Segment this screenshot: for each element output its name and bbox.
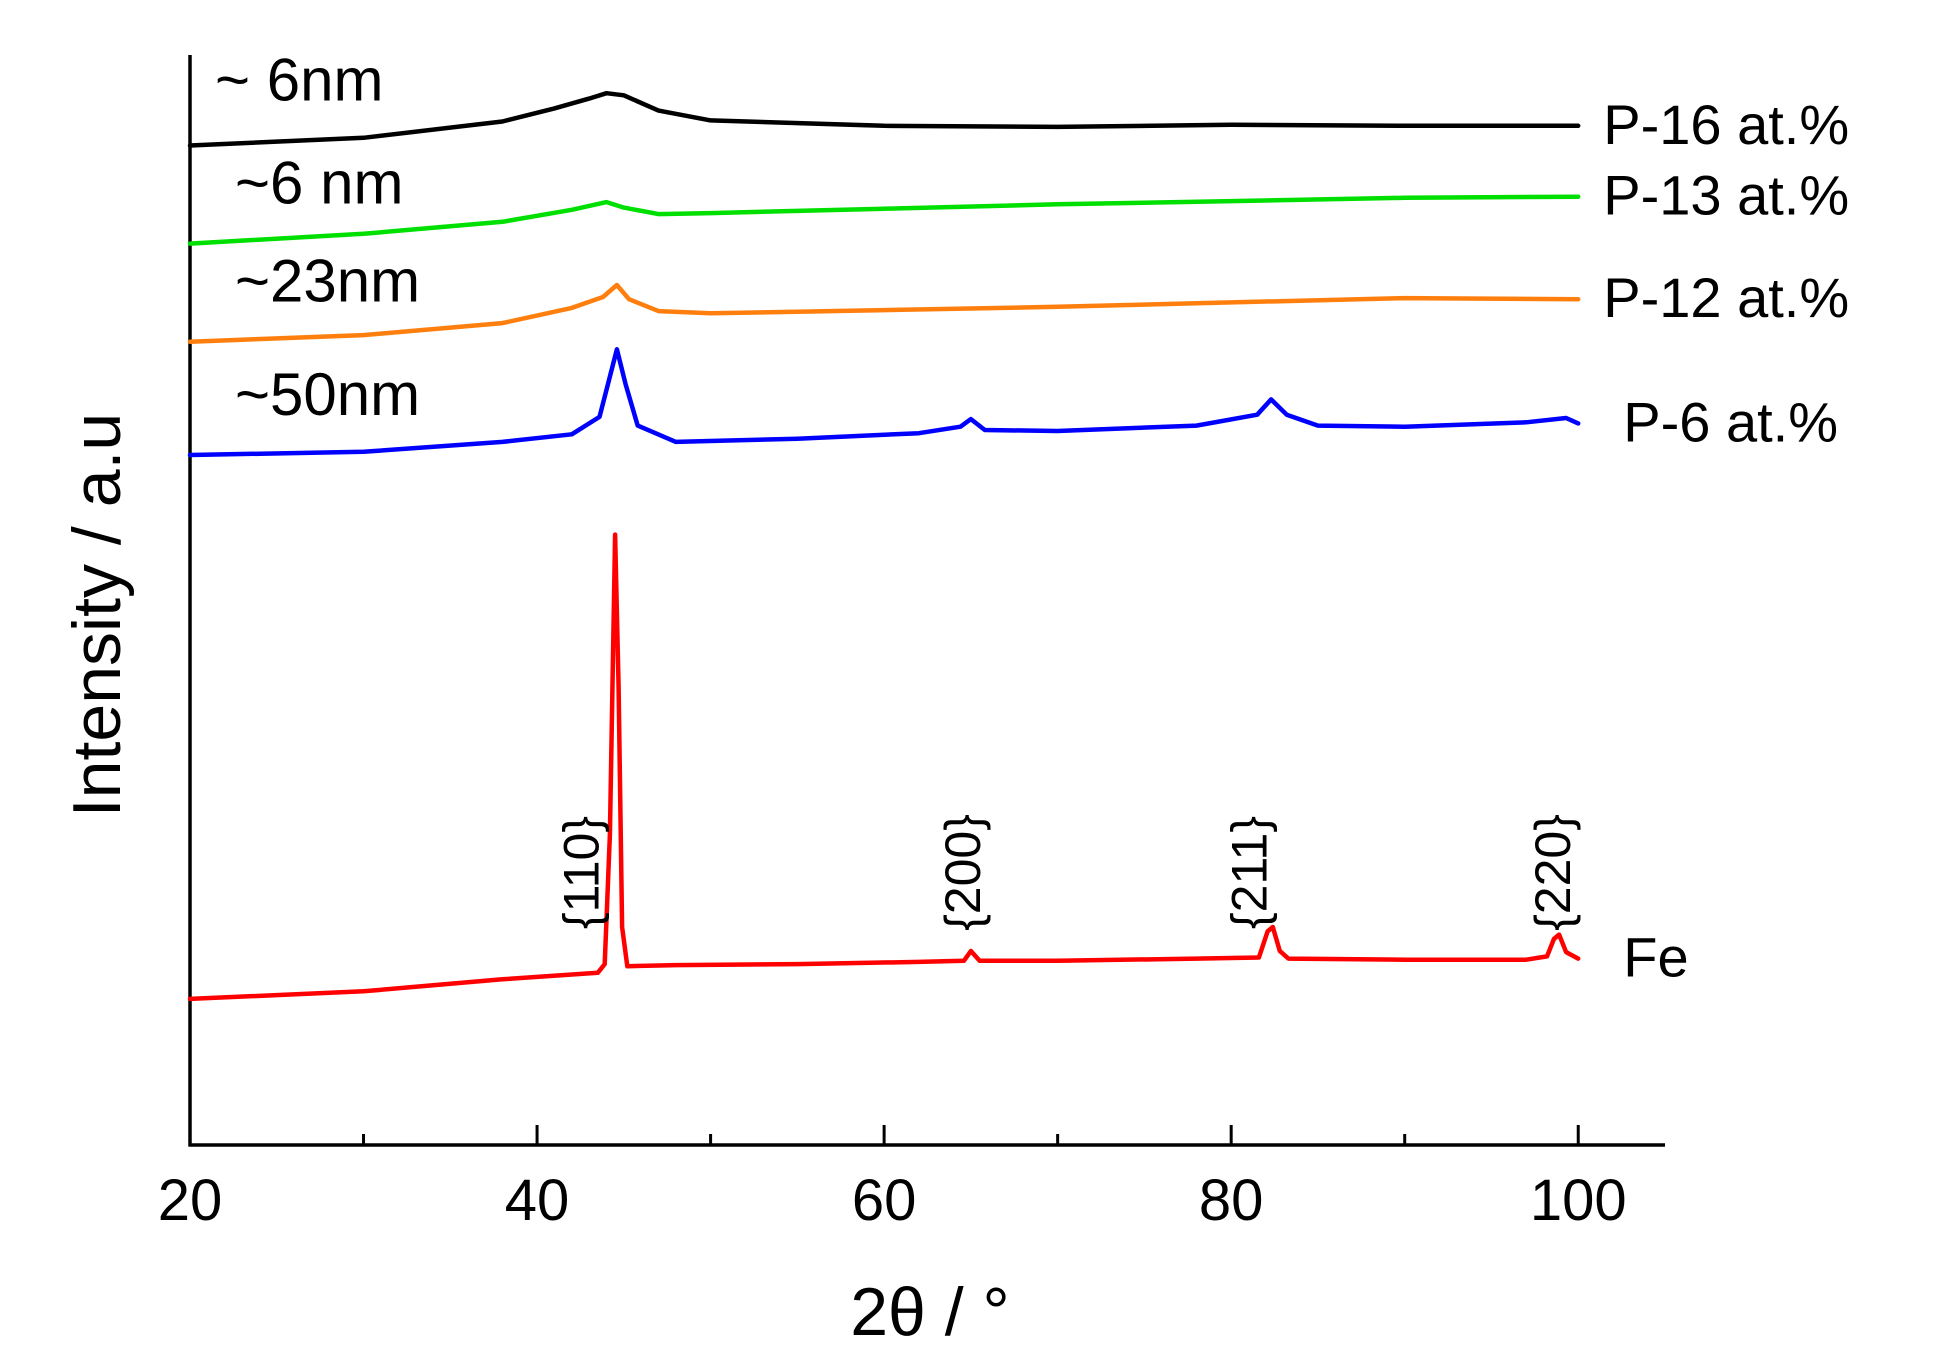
series-line-p-16-at [187,90,1581,148]
size-labels-group: ~ 6nm ~6 nm ~23nm ~50nm [215,46,420,428]
x-tick-label-20: 20 [158,1168,223,1233]
size-label-p-13-at: ~6 nm [235,150,403,217]
series-label-p-13-at: P-13 at.% [1603,164,1849,227]
size-label-p-16-at: ~ 6nm [215,46,383,113]
x-axis-title: 2θ / ° [850,1274,1010,1350]
series-line-p-12-at [187,282,1581,344]
x-tick-label-80: 80 [1199,1168,1264,1233]
axes [188,55,1665,1147]
series-label-p-12-at: P-12 at.% [1603,266,1849,329]
miller-label-110: {110} [553,816,609,929]
tick-marks [188,1125,1580,1145]
x-tick-label-100: 100 [1530,1168,1627,1233]
series-label-p-6-at: P-6 at.% [1623,390,1838,453]
series-line-p-13-at [187,194,1581,246]
size-label-p-12-at: ~23nm [235,248,420,315]
series-labels-group: P-16 at.% P-13 at.% P-12 at.% P-6 at.% Fe [1603,93,1849,989]
miller-label-211: {211} [1222,816,1278,929]
x-tick-label-40: 40 [505,1168,570,1233]
series-label-p-16-at: P-16 at.% [1603,93,1849,156]
size-label-p-6-at: ~50nm [235,361,420,428]
tick-labels: 20 40 60 80 100 [158,1168,1627,1233]
series-line-fe [187,532,1581,1002]
series-label-fe: Fe [1623,926,1688,989]
miller-label-220: {220} [1525,814,1581,931]
miller-index-labels-group: {110} {200} {211} {220} [553,814,1581,931]
y-axis-title: Intensity / a.u [59,413,135,817]
x-tick-label-60: 60 [852,1168,917,1233]
series-group [187,90,1581,1002]
miller-label-200: {200} [935,814,991,931]
series-line-p-6-at [187,347,1581,458]
